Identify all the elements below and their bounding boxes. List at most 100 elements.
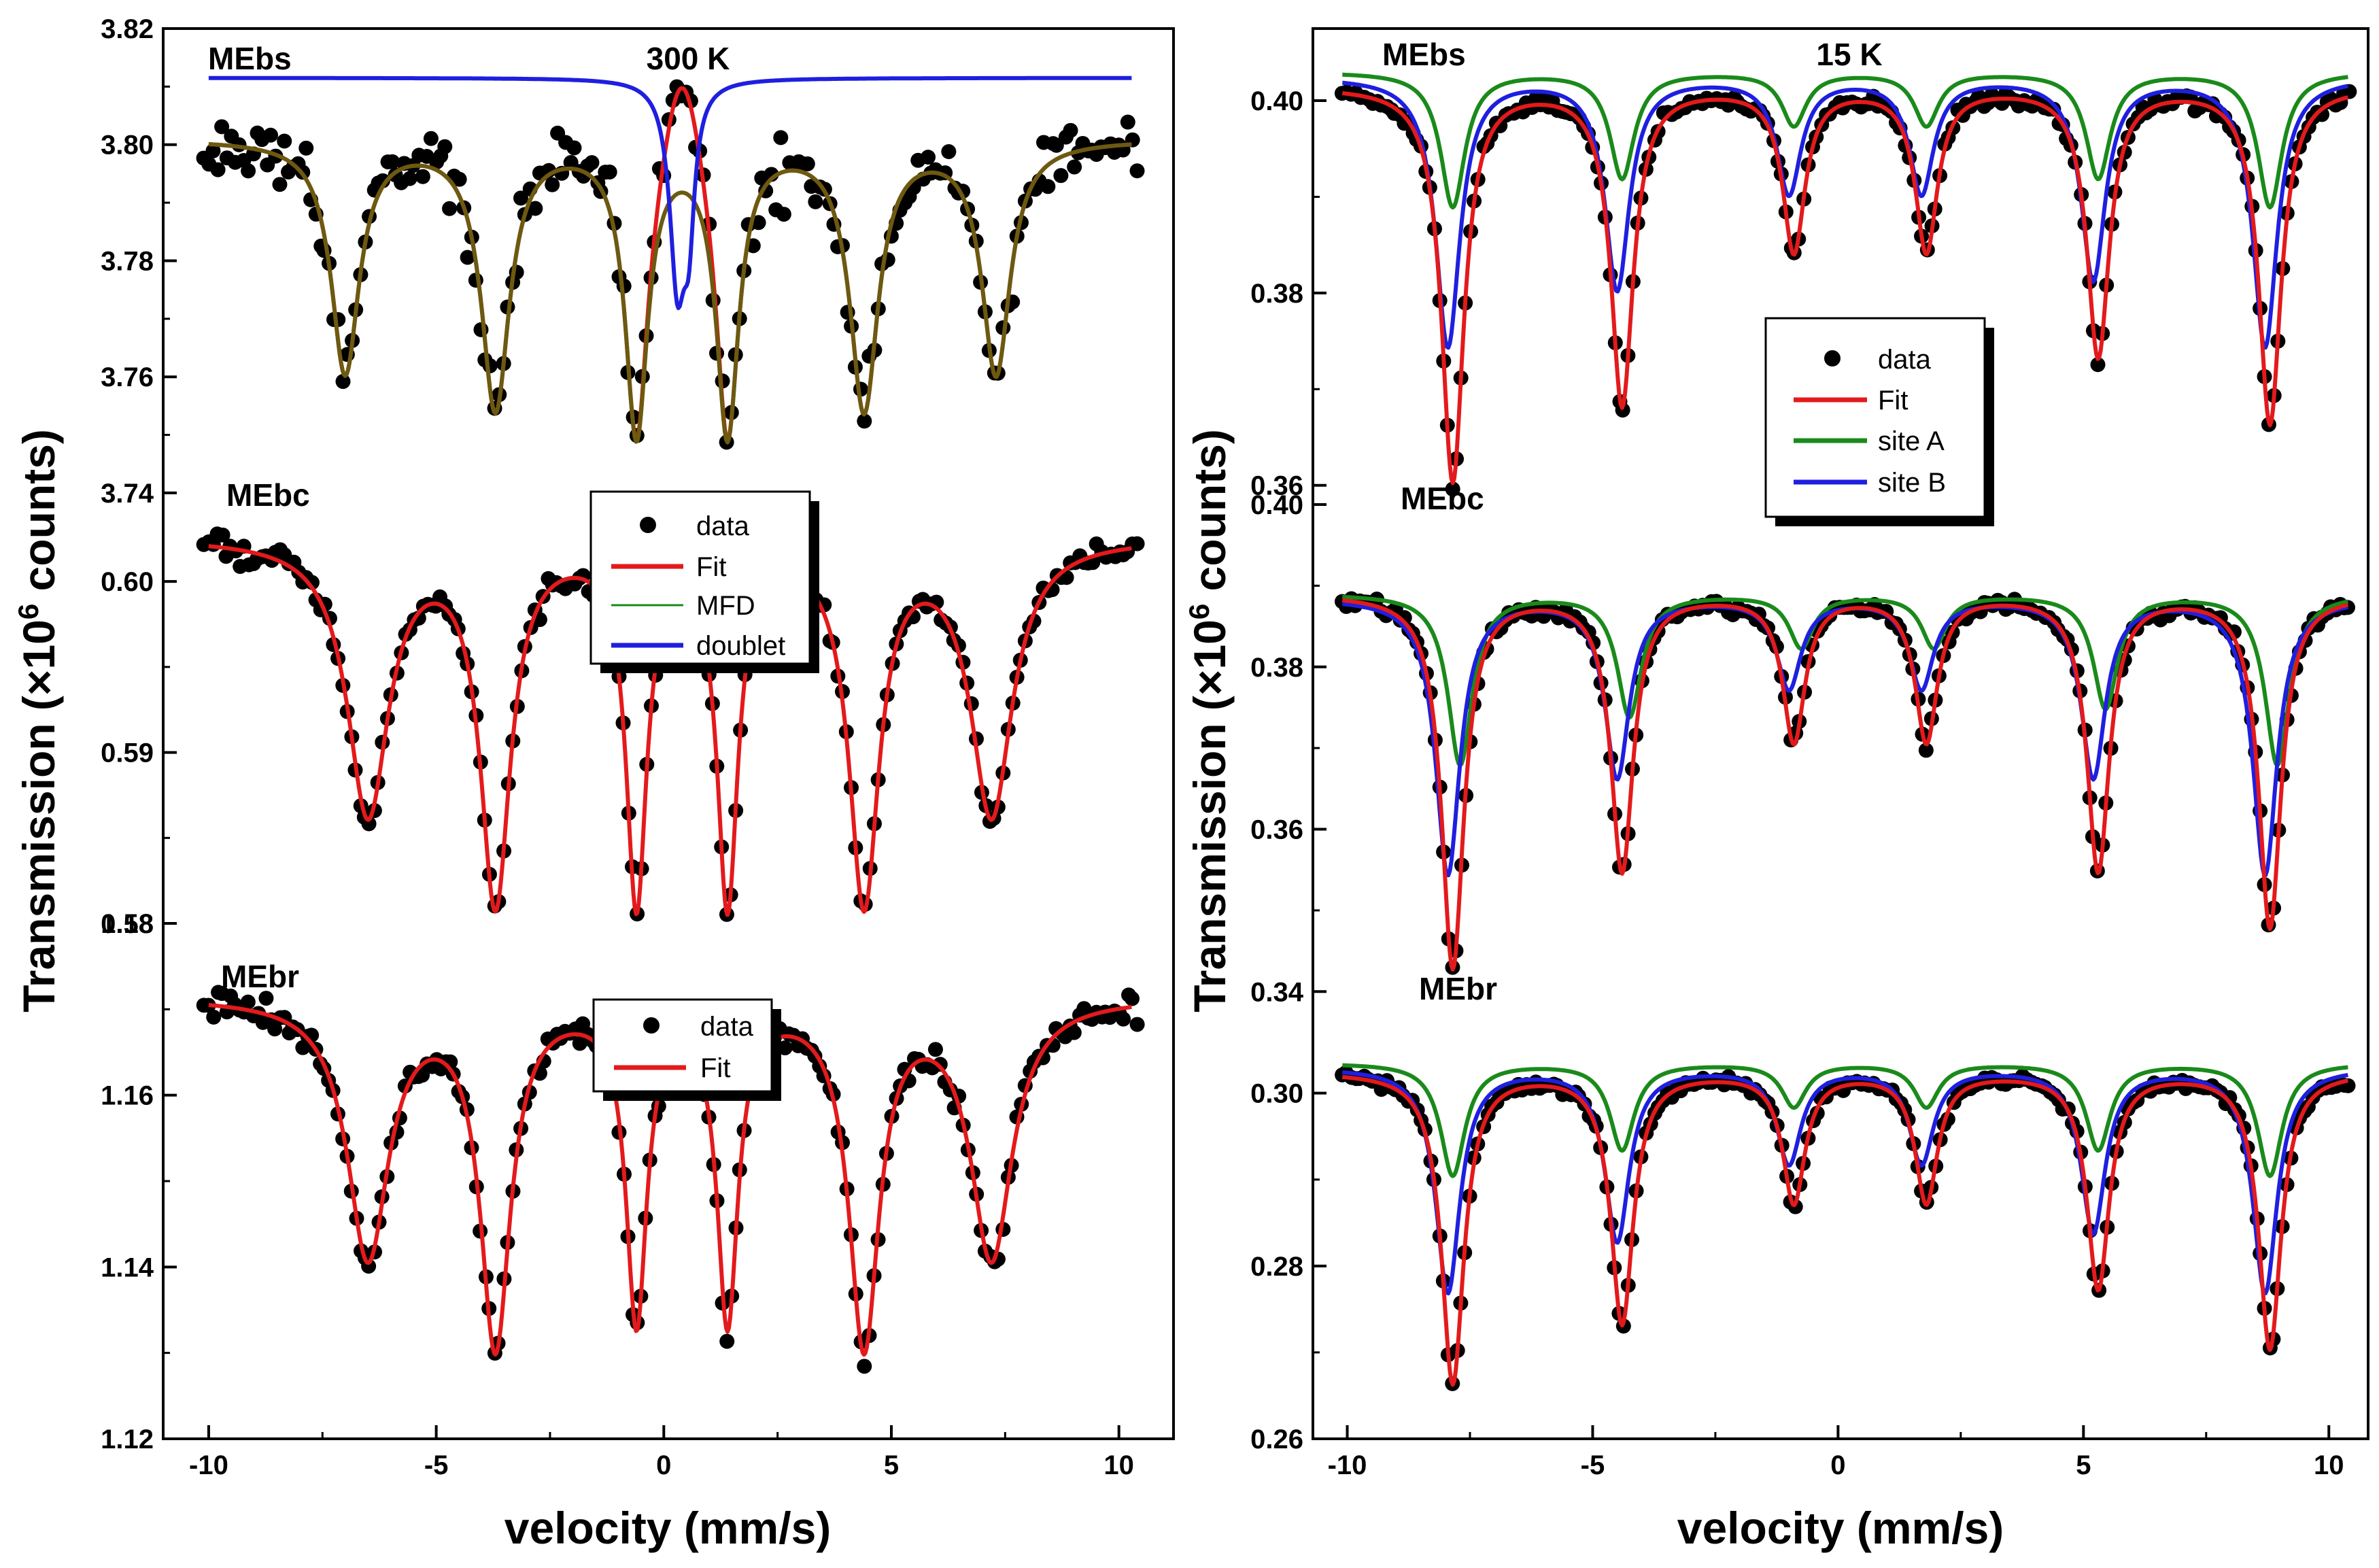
y-tick-label: 0.40	[1250, 86, 1303, 116]
legend-text-site-b: site B	[1878, 468, 1946, 498]
left-temp-label: 300 K	[647, 41, 730, 76]
data-point	[773, 130, 789, 146]
site-a-curve	[1341, 72, 2349, 210]
data-point	[751, 215, 766, 231]
left-plot-frame	[162, 27, 1175, 1440]
data-point	[719, 1333, 735, 1349]
left-x-axis-title: velocity (mm/s)	[504, 1503, 832, 1553]
data-point	[214, 119, 230, 135]
x-tick-label: -5	[1581, 1450, 1605, 1480]
x-tick-label: -10	[1328, 1450, 1367, 1480]
fit-curve	[1341, 1074, 2349, 1387]
right-panel-label-mebc: MEbc	[1401, 481, 1484, 516]
legend-text-mfd: MFD	[696, 591, 755, 621]
legend-data-marker	[640, 517, 656, 533]
x-tick-label: 5	[884, 1450, 899, 1480]
data-point	[304, 575, 320, 590]
right-x-axis-title: velocity (mm/s)	[1677, 1503, 2004, 1553]
data-point	[335, 374, 351, 390]
right-panel-label-mebs: MEbs	[1382, 37, 1466, 72]
data-point	[1129, 163, 1145, 179]
data-point	[857, 413, 872, 429]
data-point	[205, 143, 221, 158]
data-point	[267, 1021, 283, 1037]
data-point	[1124, 991, 1140, 1006]
data-point	[210, 162, 226, 177]
data-point	[451, 171, 467, 187]
data-point	[932, 1057, 948, 1072]
left-panel-label-mebs: MEbs	[208, 41, 292, 76]
y-tick-label: 1.14	[101, 1252, 154, 1282]
right-plot-content: -10 -5 0 5 10 0.36 0.38 0.40 0.34 0.36 0.38 0.40 0.2…	[1250, 72, 2357, 1480]
y-tick-label: 0.38	[1250, 279, 1303, 309]
data-point	[437, 139, 453, 154]
legend-text-fit: Fit	[1878, 386, 1908, 415]
y-tick-label: 1.16	[101, 1081, 154, 1111]
data-point	[295, 1040, 311, 1055]
data-point	[258, 991, 274, 1006]
doublet-curve	[207, 75, 1133, 311]
data-point	[921, 150, 936, 165]
left-panel-label-mebr: MEbr	[221, 959, 299, 994]
data-point	[566, 140, 582, 156]
data-point	[2222, 1090, 2238, 1106]
x-tick-label: 5	[2076, 1450, 2091, 1480]
legend-text-data: data	[696, 511, 750, 541]
data-point	[1129, 536, 1145, 551]
data-point	[402, 171, 417, 186]
y-tick-label: 0.58	[101, 909, 154, 939]
legend-text-fit: Fit	[700, 1053, 730, 1083]
y-tick-label: 0.38	[1250, 653, 1303, 683]
right-y-axis-title: Transmission (×106 counts)	[1183, 429, 1235, 1012]
data-point	[2090, 357, 2106, 373]
data-point	[423, 131, 439, 146]
y-tick-label: 0.36	[1250, 471, 1303, 501]
legend-data-marker	[1824, 350, 1841, 367]
y-tick-label: 3.76	[101, 362, 154, 392]
y-tick-label: 0.28	[1250, 1252, 1303, 1282]
data-point	[1066, 1025, 1082, 1040]
data-point	[2046, 101, 2061, 117]
data-point	[513, 190, 528, 206]
right-legend: data Fit site A site B	[1764, 317, 1994, 526]
data-point	[584, 155, 600, 171]
data-point	[460, 250, 475, 265]
data-point	[1067, 159, 1082, 175]
y-tick-label: 1.12	[101, 1425, 154, 1454]
y-tick-label: 0.26	[1250, 1425, 1303, 1454]
data-point	[528, 201, 543, 216]
chart-right: -10 -5 0 5 10 0.36 0.38 0.40 0.34 0.36 0.38 0.40 0.2…	[1183, 27, 2369, 1553]
right-plot-frame	[1312, 27, 2369, 1440]
data-point	[215, 527, 230, 543]
data-point	[1063, 122, 1078, 138]
site-b-curve	[1341, 80, 2349, 350]
data-point	[857, 1359, 872, 1374]
site-b-curve	[1341, 1070, 2349, 1296]
y-tick-label: 0.40	[1250, 490, 1303, 520]
fit-curve	[1341, 598, 2349, 972]
y-tick-label: 0.34	[1250, 977, 1304, 1007]
left-panel-label-mebc: MEbc	[226, 477, 310, 513]
y-tick-label: 0.30	[1250, 1079, 1303, 1109]
left-plot-content: -10 -5 0 5 10 3.74 3.76 3.78 3.80 3.82 0.58 0.59 0.6…	[101, 14, 1145, 1480]
right-temp-label: 15 K	[1816, 37, 1882, 72]
data-point	[206, 1009, 222, 1025]
left-y-axis-title: Transmission (×106 counts)	[12, 429, 64, 1012]
legend-text-data: data	[700, 1012, 754, 1042]
legend-text-fit: Fit	[696, 552, 726, 582]
data-point	[800, 156, 815, 171]
site-a-curve	[1341, 594, 2349, 768]
left-legend-bottom: data Fit	[592, 998, 781, 1101]
data-point	[545, 177, 560, 192]
data-point	[415, 169, 430, 184]
y-tick-label: 0.36	[1250, 815, 1303, 845]
data-point	[298, 140, 314, 156]
data-point	[240, 994, 256, 1010]
x-tick-label: 10	[2314, 1450, 2344, 1480]
y-tick-label: 1.18	[101, 909, 154, 939]
right-panel-label-mebr: MEbr	[1419, 971, 1497, 1006]
data-point	[1918, 743, 1934, 758]
legend-text-doublet: doublet	[696, 631, 785, 661]
site-a-curve	[1341, 1063, 2349, 1178]
